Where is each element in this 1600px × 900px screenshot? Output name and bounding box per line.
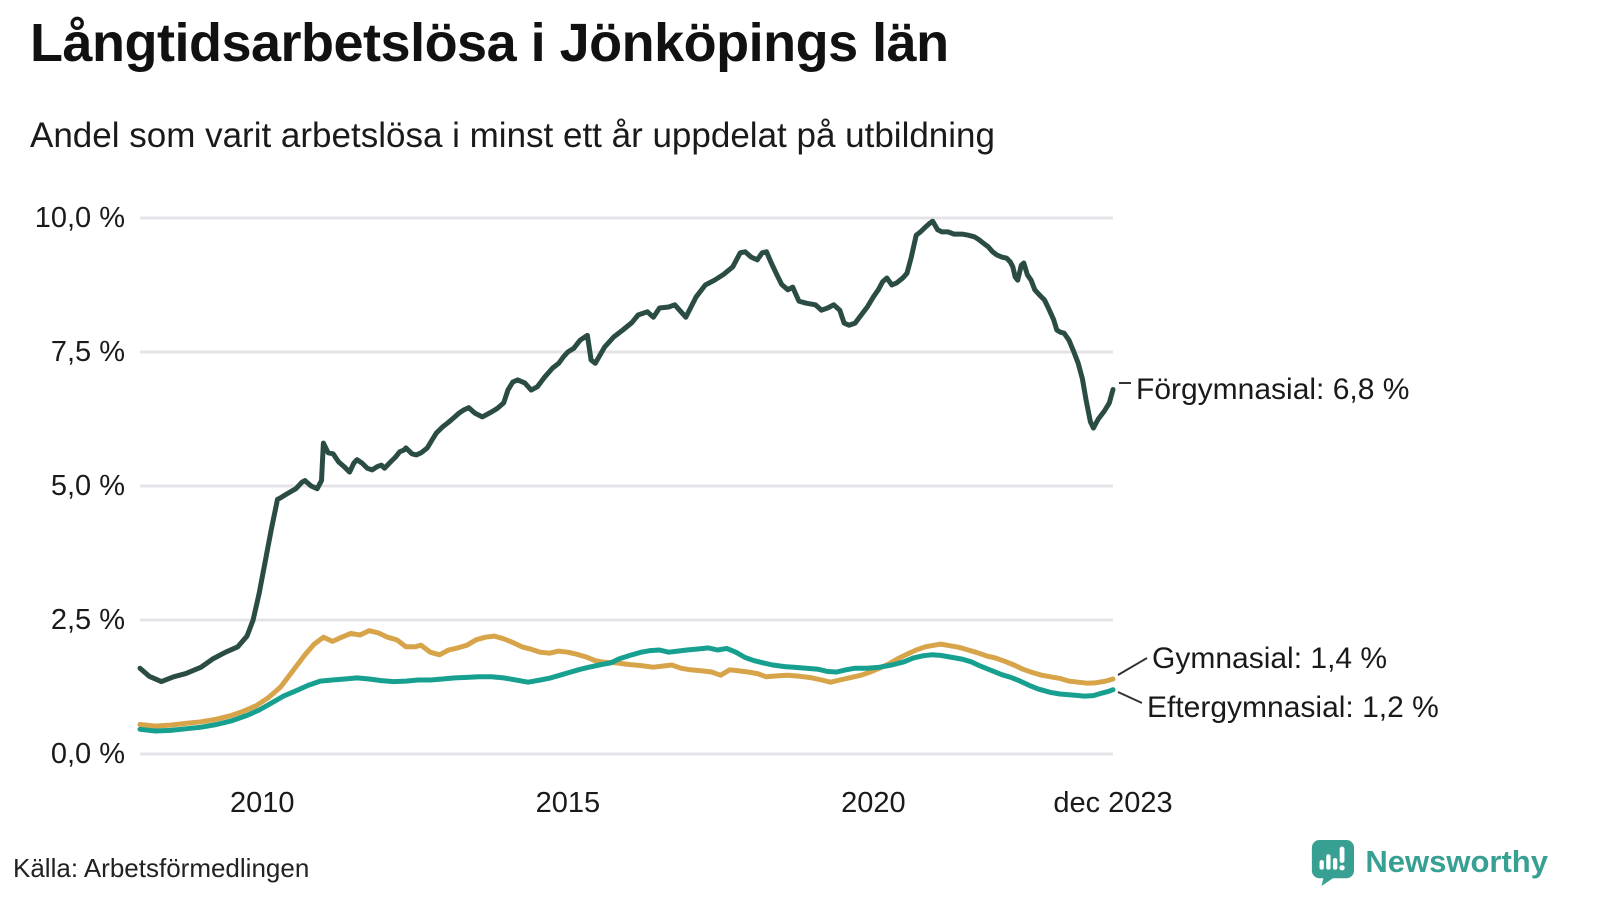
source-note: Källa: Arbetsförmedlingen (13, 853, 310, 883)
series-end-label-forgymnasial: Förgymnasial: 6,8 % (1136, 373, 1409, 406)
y-axis-tick-label: 5,0 % (51, 470, 125, 502)
series-end-label-eftergymnasial: Eftergymnasial: 1,2 % (1147, 691, 1439, 724)
annotation-connector-eftergymnasial (1117, 691, 1143, 704)
newsworthy-wordmark: Newsworthy (1365, 844, 1548, 879)
y-axis-tick-label: 10,0 % (35, 202, 125, 234)
x-axis-tick-label: 2015 (536, 787, 601, 819)
series-line-eftergymnasial (137, 645, 1116, 734)
y-axis-tick-label: 2,5 % (51, 604, 125, 636)
x-axis-tick-label: 2010 (230, 787, 295, 819)
newsworthy-bubble-chart-icon (1309, 838, 1355, 886)
y-axis-tick-label: 7,5 % (51, 336, 125, 368)
annotation-connector-gymnasial (1117, 657, 1148, 676)
series-end-label-gymnasial: Gymnasial: 1,4 % (1152, 642, 1387, 675)
page-title: Långtidsarbetslösa i Jönköpings län (30, 13, 949, 73)
series-line-forgymnasial (137, 218, 1116, 685)
series-line-gymnasial (137, 628, 1116, 729)
y-axis-tick-label: 0,0 % (51, 738, 125, 770)
x-axis-tick-label: 2020 (841, 787, 906, 819)
x-axis-tick-label: dec 2023 (1053, 787, 1172, 819)
newsworthy-logo: Newsworthy (1309, 838, 1548, 886)
chart-subtitle: Andel som varit arbetslösa i minst ett å… (30, 116, 995, 155)
